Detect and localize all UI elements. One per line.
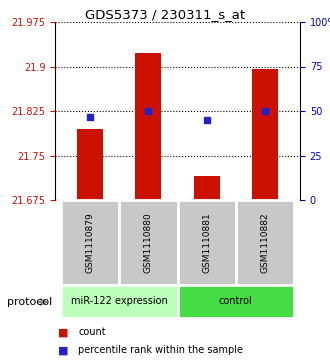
Bar: [178, 285, 294, 318]
Text: percentile rank within the sample: percentile rank within the sample: [78, 346, 243, 355]
Text: miR-122 expression: miR-122 expression: [71, 297, 168, 306]
Bar: [61, 285, 178, 318]
Text: protocol: protocol: [7, 297, 52, 307]
Bar: [77, 129, 103, 200]
Bar: [135, 53, 161, 200]
Bar: [119, 200, 178, 285]
Text: GDS5373 / 230311_s_at: GDS5373 / 230311_s_at: [85, 8, 245, 21]
Text: control: control: [219, 297, 253, 306]
Text: ■: ■: [58, 327, 69, 337]
Bar: [178, 200, 236, 285]
Text: ■: ■: [58, 346, 69, 355]
Bar: [193, 176, 220, 200]
Text: GSM1110880: GSM1110880: [144, 212, 153, 273]
Text: GSM1110879: GSM1110879: [85, 212, 94, 273]
Text: GSM1110882: GSM1110882: [260, 212, 270, 273]
Bar: [236, 200, 294, 285]
Text: GSM1110881: GSM1110881: [202, 212, 211, 273]
Text: count: count: [78, 327, 106, 337]
Bar: [61, 200, 119, 285]
Bar: [252, 69, 278, 200]
